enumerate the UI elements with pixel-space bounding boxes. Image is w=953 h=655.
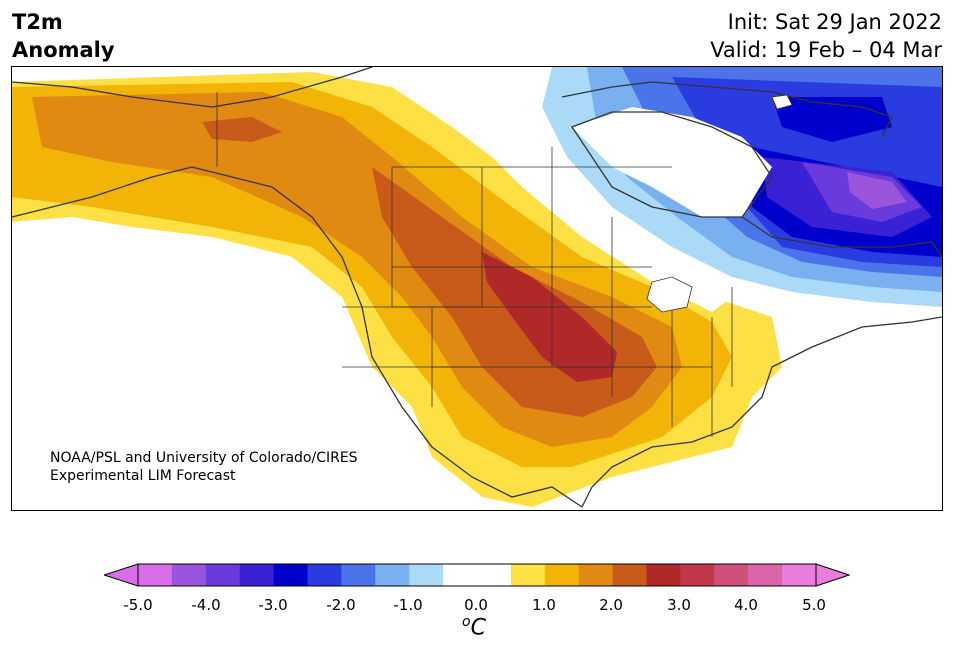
- title-right: Init: Sat 29 Jan 2022 Valid: 19 Feb – 04…: [710, 8, 942, 64]
- colorbar-unit: oC: [462, 614, 486, 640]
- tick-label: 1.0: [532, 596, 556, 614]
- coastlines: [12, 67, 942, 508]
- title-variable: T2m: [12, 10, 63, 34]
- colorbar-swatch: [409, 564, 444, 586]
- colorbar-low-extend: [104, 563, 139, 587]
- unit-degree: o: [462, 614, 471, 630]
- map-canvas: [12, 67, 942, 510]
- colorbar-swatch: [544, 564, 580, 586]
- colorbar-swatch: [307, 564, 342, 586]
- tick-label: -4.0: [191, 596, 221, 614]
- credit-line2: Experimental LIM Forecast: [50, 468, 236, 484]
- colorbar-swatch: [138, 564, 173, 586]
- tick-label: 3.0: [667, 596, 691, 614]
- colorbar-swatch: [782, 564, 817, 586]
- colorbar-swatch: [239, 564, 275, 586]
- colorbar-swatch: [341, 564, 376, 586]
- tick-label: 2.0: [599, 596, 623, 614]
- lakes: [646, 94, 793, 313]
- init-date: Init: Sat 29 Jan 2022: [727, 10, 942, 34]
- tick-label: 0.0: [464, 596, 488, 614]
- title-left: T2m Anomaly: [12, 8, 115, 64]
- unit-letter: C: [470, 615, 486, 641]
- state-borders: [216, 92, 733, 437]
- colorbar-swatch: [443, 564, 478, 586]
- tick-label: -3.0: [258, 596, 288, 614]
- tick-label: -2.0: [326, 596, 356, 614]
- colorbar-swatch: [510, 564, 546, 586]
- colorbar-swatch: [612, 564, 647, 586]
- colorbar-ticks: -5.0 -4.0 -3.0 -2.0 -1.0 0.0 1.0 2.0 3.0…: [0, 596, 953, 616]
- tick-label: 4.0: [734, 596, 758, 614]
- anomaly-fill: [12, 67, 942, 510]
- colorbar-swatch: [748, 564, 783, 586]
- colorbar-swatch: [646, 564, 681, 586]
- colorbar-swatch: [375, 564, 410, 586]
- anomaly-map: NOAA/PSL and University of Colorado/CIRE…: [11, 66, 943, 511]
- colorbar: [104, 563, 850, 587]
- tick-label: -5.0: [123, 596, 153, 614]
- credit-line1: NOAA/PSL and University of Colorado/CIRE…: [50, 450, 358, 466]
- colorbar-outline: [137, 563, 817, 587]
- colorbar-swatch: [477, 564, 512, 586]
- colorbar-swatch: [205, 564, 241, 586]
- title-anomaly: Anomaly: [12, 38, 115, 62]
- colorbar-swatch: [171, 564, 207, 586]
- valid-range: Valid: 19 Feb – 04 Mar: [710, 38, 942, 62]
- colorbar-swatch: [273, 564, 308, 586]
- credit-text: NOAA/PSL and University of Colorado/CIRE…: [50, 449, 358, 485]
- colorbar-swatch: [680, 564, 715, 586]
- colorbar-swatch: [714, 564, 749, 586]
- tick-label: -1.0: [393, 596, 423, 614]
- tick-label: 5.0: [802, 596, 826, 614]
- colorbar-high-extend: [815, 563, 850, 587]
- colorbar-swatch: [578, 564, 614, 586]
